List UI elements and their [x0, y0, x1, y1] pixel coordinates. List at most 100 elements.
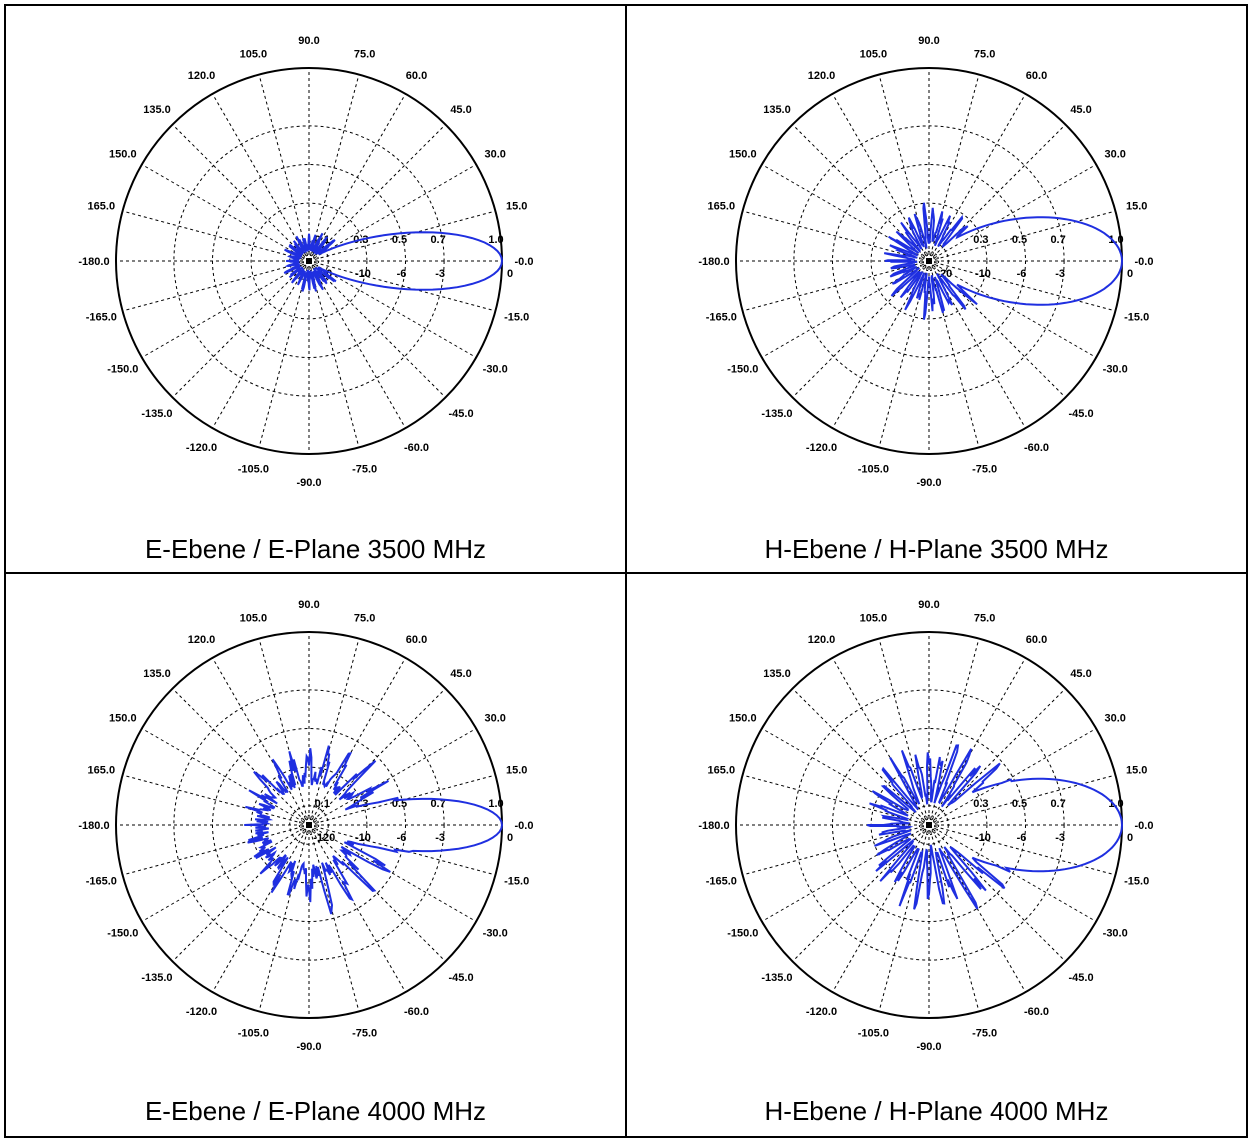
polar-chart-grid: 90.0 75.0 60.0 45.0 30.0 15.0 -0.0 -15.0 -30.0 -4… — [4, 4, 1248, 1138]
grid-spoke — [928, 657, 1026, 826]
radial-db-label: -3 — [1055, 268, 1065, 280]
angle-tick-label: 120.0 — [188, 70, 216, 82]
angle-tick-label: -75.0 — [352, 1028, 377, 1040]
angle-tick-label: 30.0 — [1104, 713, 1125, 725]
grid-spoke — [742, 210, 930, 262]
angle-tick-label: -75.0 — [972, 464, 997, 476]
grid-spoke — [258, 824, 310, 1012]
grid-ring — [298, 814, 320, 836]
angle-tick-label: -135.0 — [141, 408, 172, 420]
angle-tick-label: 165.0 — [88, 764, 116, 776]
angle-tick-label: -180.0 — [78, 820, 109, 832]
radial-tick-label: 0.7 — [1050, 798, 1065, 810]
radial-db-label: -3 — [435, 268, 445, 280]
angle-tick-label: 60.0 — [406, 634, 427, 646]
grid-spoke — [141, 164, 310, 262]
radial-db-label: 0 — [1127, 268, 1133, 280]
angle-tick-label: -90.0 — [916, 477, 941, 489]
angle-tick-label: -30.0 — [483, 364, 508, 376]
angle-tick-label: 75.0 — [354, 612, 375, 624]
radial-db-label: -3 — [435, 832, 445, 844]
angle-tick-label: 15.0 — [506, 764, 527, 776]
angle-tick-label: 45.0 — [450, 104, 471, 116]
radial-db-label: -10 — [975, 268, 991, 280]
angle-tick-label: 45.0 — [450, 668, 471, 680]
polar-chart-h-plane-4000: 90.0 75.0 60.0 45.0 30.0 15.0 -0.0 -15.0 -30.0 -4… — [698, 599, 1153, 1053]
angle-tick-label: 45.0 — [1070, 104, 1091, 116]
angle-tick-label: -120.0 — [186, 1006, 217, 1018]
angle-tick-label: 150.0 — [729, 149, 757, 161]
radial-db-label: -10 — [355, 832, 371, 844]
grid-spoke — [761, 728, 930, 826]
grid-ring — [922, 254, 936, 268]
angle-tick-label: -150.0 — [727, 928, 758, 940]
angle-tick-label: -15.0 — [504, 876, 529, 888]
radial-db-label: -3 — [1055, 832, 1065, 844]
grid-spoke — [308, 93, 406, 262]
center-marker — [926, 822, 932, 828]
angle-tick-label: -45.0 — [448, 972, 473, 984]
grid-spoke — [761, 824, 930, 922]
grid-spoke — [308, 260, 360, 448]
center-marker — [306, 822, 312, 828]
angle-tick-label: -120.0 — [806, 442, 837, 454]
angle-tick-label: 120.0 — [808, 70, 836, 82]
angle-tick-label: 75.0 — [354, 48, 375, 60]
radial-db-label: 0 — [507, 268, 513, 280]
grid-spoke — [122, 824, 310, 876]
grid-spoke — [308, 260, 406, 429]
grid-spoke — [308, 728, 477, 826]
angle-tick-label: 60.0 — [1026, 634, 1047, 646]
radial-tick-label: 1.0 — [1108, 234, 1123, 246]
grid-ring — [173, 689, 445, 961]
radial-tick-label: 0.7 — [1050, 234, 1065, 246]
grid-spoke — [308, 824, 406, 993]
angle-tick-label: -105.0 — [238, 464, 269, 476]
grid-spoke — [928, 824, 1066, 962]
polar-chart-e-plane-4000: 90.0 75.0 60.0 45.0 30.0 15.0 -0.0 -15.0 -30.0 -4… — [78, 599, 533, 1053]
chart-cell-3: 90.0 75.0 60.0 45.0 30.0 15.0 -0.0 -15.0 -30.0 -4… — [4, 572, 627, 1138]
grid-spoke — [928, 260, 1097, 358]
angle-tick-label: 90.0 — [298, 599, 319, 611]
angle-tick-label: -45.0 — [448, 408, 473, 420]
angle-tick-label: -60.0 — [404, 1006, 429, 1018]
grid-spoke — [212, 93, 310, 262]
angle-tick-label: -150.0 — [107, 928, 138, 940]
angle-tick-label: 105.0 — [240, 48, 268, 60]
angle-tick-label: -60.0 — [1024, 442, 1049, 454]
grid-spoke — [308, 260, 477, 358]
grid-spoke — [928, 728, 1097, 826]
grid-spoke — [258, 638, 310, 826]
grid-spoke — [122, 210, 310, 262]
chart-caption: H-Ebene / H-Plane 3500 MHz — [764, 534, 1109, 564]
angle-tick-label: 105.0 — [240, 612, 268, 624]
grid-spoke — [792, 688, 930, 826]
angle-tick-label: 15.0 — [506, 200, 527, 212]
angle-tick-label: 30.0 — [484, 149, 505, 161]
radial-tick-label: 0.7 — [430, 234, 445, 246]
grid-spoke — [928, 774, 1116, 826]
angle-tick-label: -90.0 — [296, 1041, 321, 1053]
grid-spoke — [308, 638, 360, 826]
grid-spoke — [172, 824, 310, 962]
angle-tick-label: -165.0 — [86, 312, 117, 324]
grid-spoke — [172, 688, 310, 826]
radial-db-label: -10 — [975, 832, 991, 844]
radial-db-label: 0 — [507, 832, 513, 844]
grid-spoke — [308, 74, 360, 262]
grid-spoke — [308, 824, 446, 962]
grid-ring — [918, 250, 940, 272]
grid-spoke — [928, 824, 1116, 876]
grid-ring — [918, 814, 940, 836]
grid-spoke — [141, 728, 310, 826]
angle-tick-label: -150.0 — [107, 364, 138, 376]
angle-tick-label: -105.0 — [858, 1028, 889, 1040]
angle-tick-label: -60.0 — [1024, 1006, 1049, 1018]
radial-db-label: -6 — [397, 268, 407, 280]
grid-spoke — [928, 260, 1116, 312]
angle-tick-label: 150.0 — [729, 713, 757, 725]
radial-tick-label: 0.7 — [430, 798, 445, 810]
angle-tick-label: -105.0 — [858, 464, 889, 476]
grid-ring — [302, 818, 316, 832]
grid-spoke — [141, 824, 310, 922]
